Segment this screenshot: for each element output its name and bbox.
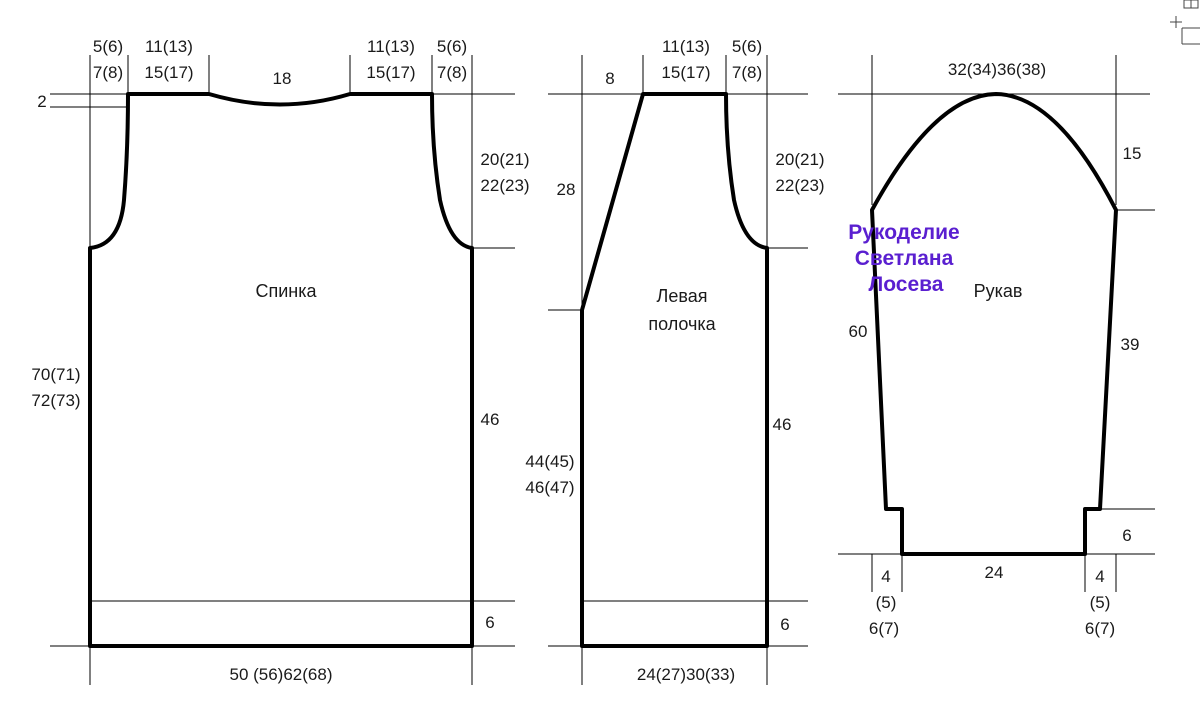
sleeve-dim-cuff-width: 24 [985,563,1004,582]
watermark-line1: Рукоделие [848,221,959,244]
sleeve-piece: 32(34)36(38) 15 60 39 6 24 4 (5) 6(7) 4 … [838,55,1155,638]
front-dim-edge-a: 5(6) [732,37,762,56]
back-dim-width: 50 (56)62(68) [229,665,332,684]
back-dim-shoulder-right-a: 11(13) [367,37,415,56]
sleeve-dim-left-a: 4 [881,567,890,586]
front-dim-width: 24(27)30(33) [637,665,735,684]
back-dim-edge-right-a: 5(6) [437,37,467,56]
front-piece: 8 11(13) 15(17) 5(6) 7(8) 28 20(21) 22(2… [525,37,825,685]
sleeve-dim-length: 60 [849,322,868,341]
watermark-line3: Лосева [869,273,944,296]
front-outline [580,92,769,648]
back-dim-shoulder-a: 11(13) [145,37,193,56]
front-dim-neck-width: 8 [605,69,614,88]
back-dim-edge-b: 7(8) [93,63,123,82]
front-dim-length-a: 44(45) [525,452,574,471]
back-dim-neck-depth: 2 [37,92,46,111]
watermark: Рукоделие Светлана Лосева [848,221,959,296]
front-dim-armhole-a: 20(21) [775,150,824,169]
sleeve-dim-right-c: 6(7) [1085,619,1115,638]
front-dim-rib: 6 [780,615,789,634]
back-dim-length-b: 72(73) [31,391,80,410]
back-dim-length-a: 70(71) [31,365,80,384]
back-dim-side: 46 [481,410,500,429]
back-title: Спинка [255,281,317,301]
back-outline [88,92,474,648]
back-dim-shoulder-b: 15(17) [144,63,193,82]
sleeve-dim-left-c: 6(7) [869,619,899,638]
sleeve-dim-seam: 39 [1121,335,1140,354]
back-dim-armhole-a: 20(21) [480,150,529,169]
back-dim-edge-right-b: 7(8) [437,63,467,82]
back-dim-armhole-b: 22(23) [480,176,529,195]
back-dim-shoulder-right-b: 15(17) [366,63,415,82]
back-dim-neck: 18 [273,69,292,88]
sleeve-dim-cap: 15 [1123,144,1142,163]
front-dim-shoulder-a: 11(13) [662,37,710,56]
plus-cursor-icon [1170,0,1200,45]
front-dim-neck-depth: 28 [557,180,576,199]
front-title-line2: полочка [648,314,716,334]
front-dim-length-b: 46(47) [525,478,574,497]
sleeve-dim-top: 32(34)36(38) [948,60,1046,79]
back-piece: 5(6) 7(8) 11(13) 15(17) 18 11(13) 15(17)… [31,37,530,685]
sleeve-dim-cuff: 6 [1122,526,1131,545]
watermark-line2: Светлана [855,247,954,270]
back-dim-edge-a: 5(6) [93,37,123,56]
front-dim-side: 46 [773,415,792,434]
front-dim-armhole-b: 22(23) [775,176,824,195]
front-dim-edge-b: 7(8) [732,63,762,82]
front-dim-shoulder-b: 15(17) [661,63,710,82]
front-title-line1: Левая [657,286,708,306]
sleeve-dim-left-b: (5) [876,593,897,612]
sleeve-outline [870,92,1118,556]
back-dim-rib: 6 [485,613,494,632]
sleeve-dim-right-b: (5) [1090,593,1111,612]
sleeve-dim-right-a: 4 [1095,567,1104,586]
sleeve-title: Рукав [974,281,1023,301]
